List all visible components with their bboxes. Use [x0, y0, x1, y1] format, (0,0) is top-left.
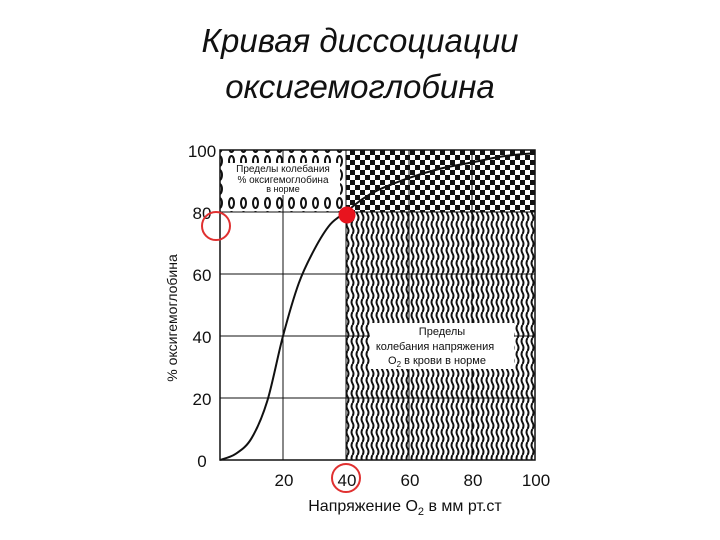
- y-tick-label: 80: [193, 204, 212, 223]
- y-tick-label: 40: [193, 328, 212, 347]
- x-tick-label: 40: [338, 471, 357, 490]
- dissociation-curve: [219, 152, 536, 461]
- y-tick-label: 100: [188, 142, 216, 161]
- x-tick-label: 20: [275, 471, 294, 490]
- x-tick-label: 60: [401, 471, 420, 490]
- y-axis-title: % оксигемоглобина: [164, 254, 180, 382]
- saturation-box-line-2: % оксигемоглобина: [237, 174, 329, 186]
- checker-region: [346, 150, 535, 212]
- slide-title: Кривая диссоциации оксигемоглобина: [0, 18, 720, 110]
- title-line-1: Кривая диссоциации: [201, 22, 519, 59]
- tension-box-line-2: колебания напряжения: [376, 341, 494, 353]
- x-axis-title: Напряжение О2 в мм рт.ст: [308, 498, 502, 518]
- highlight-point: [338, 206, 356, 224]
- x-tick-label: 80: [464, 471, 483, 490]
- x-tick-label: 100: [522, 471, 550, 490]
- tension-box-line-1: Пределы: [419, 326, 465, 338]
- y-tick-circle: [201, 211, 231, 241]
- y-tick-label: 20: [193, 390, 212, 409]
- tension-range-box: Пределы колебания напряжения О2 в крови …: [370, 323, 514, 369]
- y-tick-label: 60: [193, 266, 212, 285]
- title-line-2: оксигемоглобина: [225, 68, 495, 105]
- saturation-box-line-3: в норме: [266, 184, 299, 194]
- tension-box-line-3: О2 в крови в норме: [388, 355, 486, 369]
- y-tick-label: 0: [197, 452, 206, 471]
- plot-frame: [219, 149, 536, 461]
- circled-tick-markers: [201, 211, 361, 493]
- tick-labels: 0 20 40 60 80 100 20 40 60 80 100: [188, 142, 550, 490]
- x-tick-circle: [331, 463, 361, 493]
- saturation-box-line-1: Пределы колебания: [236, 163, 330, 175]
- saturation-range-box: Пределы колебания % оксигемоглобина в но…: [225, 163, 340, 195]
